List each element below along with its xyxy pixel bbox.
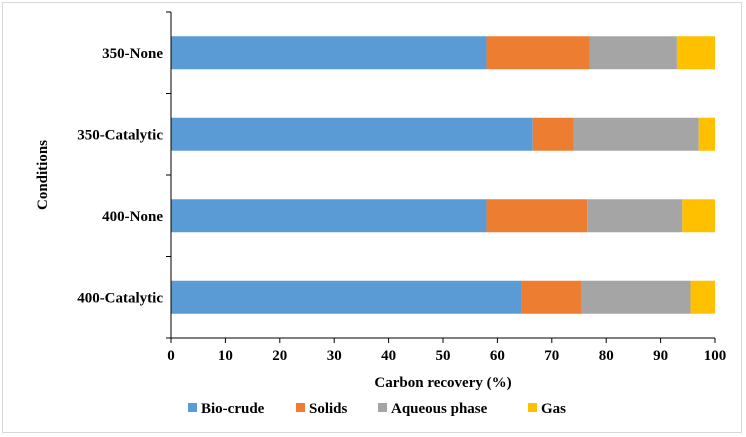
x-tick-label: 50 — [436, 348, 451, 364]
category-label: 400-Catalytic — [77, 290, 163, 306]
bar-400-catalytic-solids — [521, 280, 582, 314]
x-tick-label: 20 — [272, 348, 287, 364]
bar-350-catalytic-bio-crude — [171, 117, 533, 151]
category-label: 400-None — [102, 209, 163, 225]
bar-400-catalytic-bio-crude — [171, 280, 522, 314]
x-tick-label: 80 — [599, 348, 614, 364]
bar-350-none-bio-crude — [171, 36, 487, 70]
bar-350-none-solids — [486, 36, 590, 70]
category-label: 350-Catalytic — [77, 127, 163, 143]
bar-350-none-aqueous-phase — [589, 36, 677, 70]
x-tick-label: 30 — [327, 348, 342, 364]
x-tick-label: 60 — [490, 348, 505, 364]
y-axis-title: Conditions — [35, 140, 51, 210]
x-tick-label: 70 — [544, 348, 559, 364]
legend-label: Gas — [541, 401, 566, 417]
bar-350-catalytic-solids — [532, 117, 574, 151]
category-labels: 350-None 350-Catalytic 400-None 400-Catalyt… — [77, 11, 171, 339]
bar-350-none-gas — [676, 36, 715, 70]
legend-label: Solids — [309, 401, 348, 417]
x-tick-label: 40 — [381, 348, 396, 364]
bar-400-none-gas — [682, 199, 715, 233]
legend-label: Bio-crude — [201, 401, 265, 417]
legend-swatch — [296, 403, 305, 412]
bar-400-catalytic-gas — [690, 280, 715, 314]
bar-400-none-solids — [486, 199, 588, 233]
bar-400-catalytic-aqueous-phase — [581, 280, 691, 314]
x-tick-label: 0 — [167, 348, 175, 364]
legend-swatch — [188, 403, 197, 412]
x-ticks: 0 10 20 30 40 50 60 70 80 90 100 — [167, 338, 726, 364]
category-label: 350-None — [102, 46, 163, 62]
bar-400-none-aqueous-phase — [587, 199, 683, 233]
x-axis-title: Carbon recovery (%) — [374, 375, 511, 391]
bar-350-catalytic-aqueous-phase — [573, 117, 699, 151]
legend: Bio-crude Solids Aqueous phase Gas — [188, 401, 566, 417]
legend-swatch — [528, 403, 537, 412]
x-tick-label: 10 — [218, 348, 233, 364]
legend-swatch — [378, 403, 387, 412]
legend-label: Aqueous phase — [391, 401, 488, 417]
x-tick-label: 100 — [704, 348, 727, 364]
x-tick-label: 90 — [653, 348, 668, 364]
bar-400-none-bio-crude — [171, 199, 487, 233]
bar-350-catalytic-gas — [698, 117, 715, 151]
bars-layer — [171, 36, 715, 314]
